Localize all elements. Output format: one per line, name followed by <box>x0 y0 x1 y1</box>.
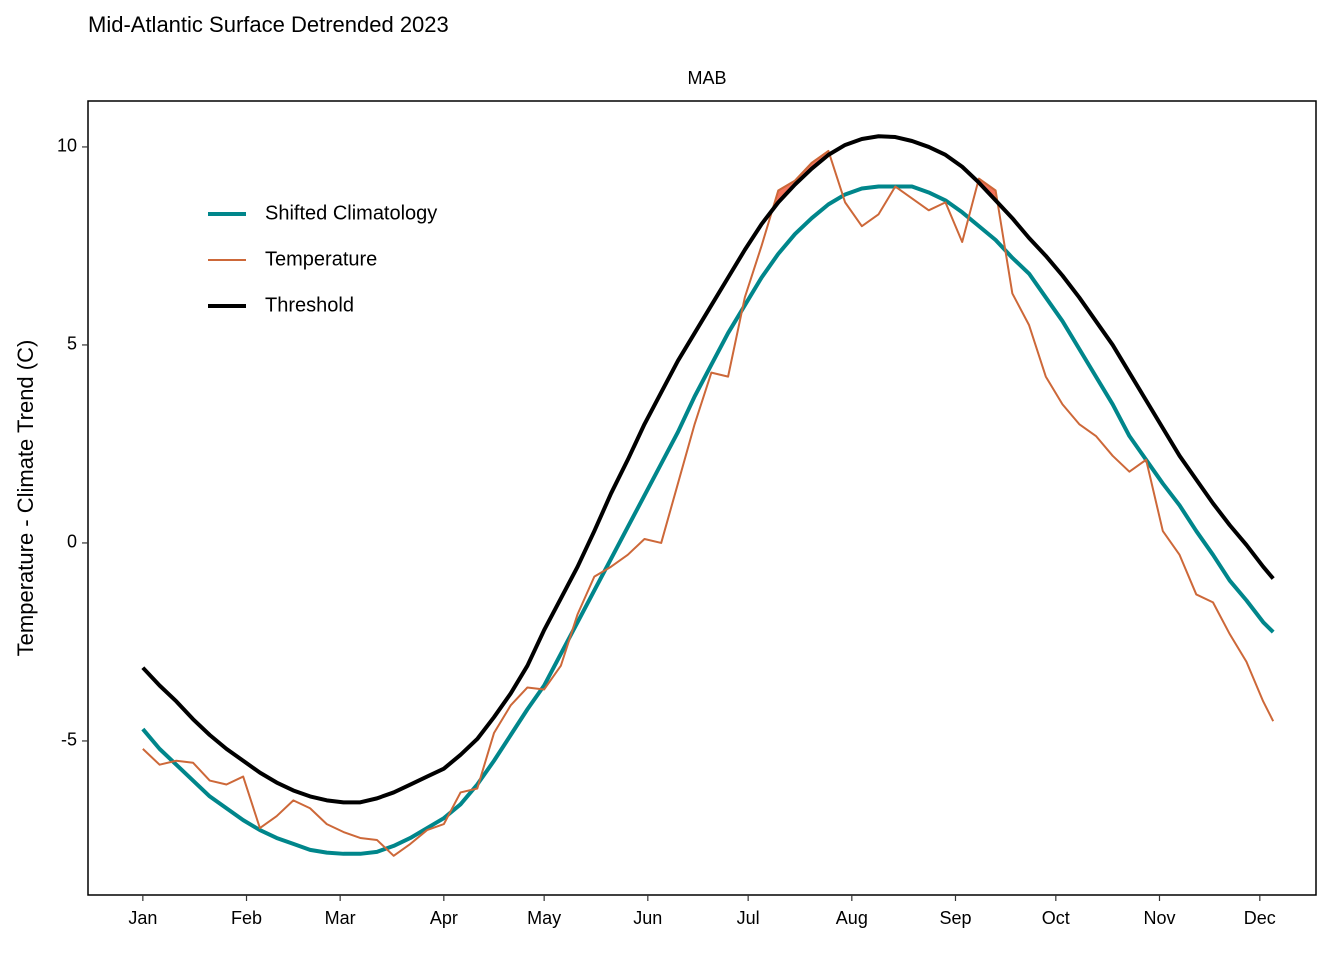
chart-title: Mid-Atlantic Surface Detrended 2023 <box>88 12 449 37</box>
panel-border <box>87 100 1317 896</box>
legend-label: Temperature <box>265 248 377 270</box>
series-line <box>141 134 1275 805</box>
legend-label: Shifted Climatology <box>265 202 437 224</box>
x-tick-label: Aug <box>836 908 868 928</box>
x-tick-label: Jan <box>128 908 157 928</box>
panel-label: MAB <box>687 68 726 88</box>
series-line <box>142 149 1275 857</box>
legend-label: Threshold <box>265 294 354 316</box>
x-tick-label: May <box>527 908 561 928</box>
x-tick-label: Dec <box>1244 908 1276 928</box>
x-tick-label: Jul <box>737 908 760 928</box>
x-tick-label: Jun <box>633 908 662 928</box>
plot-area <box>141 134 1275 857</box>
x-tick-label: Sep <box>939 908 971 928</box>
y-tick-label: 0 <box>67 532 77 552</box>
x-tick-label: Nov <box>1143 908 1175 928</box>
y-tick-label: -5 <box>61 730 77 750</box>
y-axis-label: Temperature - Climate Trend (C) <box>13 340 38 657</box>
x-tick-label: Mar <box>325 908 356 928</box>
x-tick-label: Feb <box>231 908 262 928</box>
x-tick-label: Apr <box>430 908 458 928</box>
series-line <box>141 184 1275 856</box>
y-tick-label: 5 <box>67 334 77 354</box>
y-tick-label: 10 <box>57 136 77 156</box>
x-tick-label: Oct <box>1042 908 1070 928</box>
